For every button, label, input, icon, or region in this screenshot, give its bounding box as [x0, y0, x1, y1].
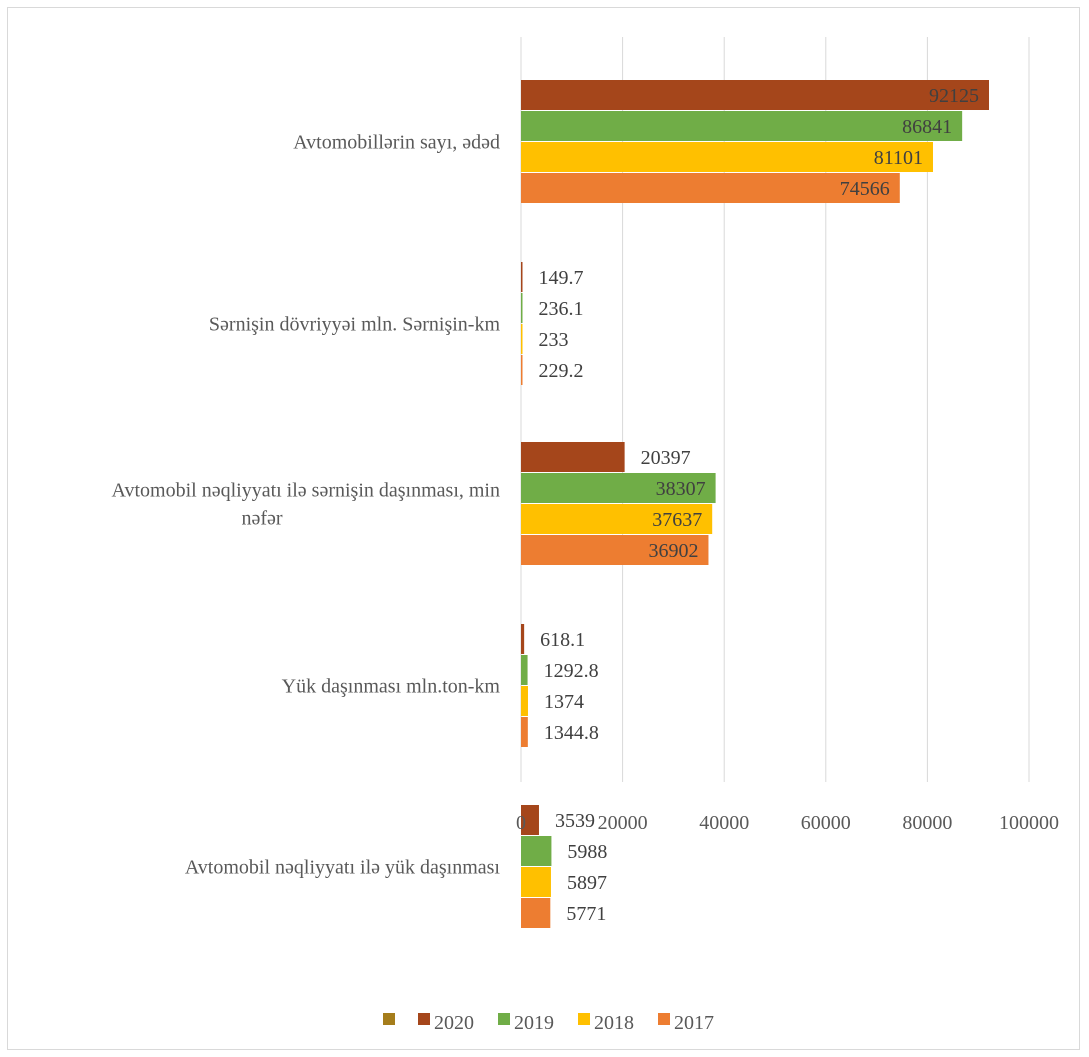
data-label: 233 — [539, 329, 569, 351]
category-label: Avtomobil nəqliyyatı ilə yük daşınması — [185, 857, 501, 879]
data-label: 86841 — [902, 116, 952, 138]
bar-2019 — [521, 473, 716, 503]
legend-swatch-2018 — [578, 1013, 590, 1025]
data-label: 149.7 — [539, 267, 584, 289]
category-label: Sərnişin dövriyyəi mln. Sərnişin-km — [209, 314, 501, 336]
legend-swatch-2017 — [658, 1013, 670, 1025]
x-tick-label: 100000 — [999, 812, 1059, 834]
legend-label-2017: 2017 — [674, 1012, 714, 1034]
bar-2017 — [521, 173, 900, 203]
bar-2018 — [521, 504, 713, 534]
x-tick-label: 40000 — [699, 812, 749, 834]
data-label: 36902 — [648, 540, 698, 562]
data-label: 37637 — [652, 509, 702, 531]
bar-2018 — [521, 142, 933, 172]
legend-swatch-2019 — [498, 1013, 510, 1025]
legend: 2020 2019 2018 2017 — [383, 1012, 714, 1034]
legend-marker — [383, 1013, 395, 1025]
category-label: nəfər — [241, 508, 282, 530]
legend-label-2020: 2020 — [434, 1012, 474, 1034]
category-labels: Avtomobillərin sayı, ədəd Sərnişin dövriy… — [112, 132, 501, 879]
data-label: 1344.8 — [544, 722, 599, 744]
data-label: 1374 — [544, 691, 584, 713]
data-label: 5988 — [567, 841, 607, 863]
x-axis-tick-labels: 0 20000 40000 60000 80000 100000 — [516, 812, 1059, 834]
bar-2017 — [521, 898, 551, 928]
data-label: 618.1 — [540, 629, 585, 651]
x-tick-label: 80000 — [902, 812, 952, 834]
bar-2017 — [521, 535, 709, 565]
x-tick-label: 20000 — [598, 812, 648, 834]
bar-2018 — [521, 867, 551, 897]
bar-2018 — [521, 686, 528, 716]
data-label: 3539 — [555, 810, 595, 832]
bar-2017 — [521, 355, 523, 385]
category-label: Yük daşınması mln.ton-km — [282, 676, 501, 698]
bar-2018 — [521, 324, 523, 354]
bar-2019 — [521, 655, 528, 685]
data-label: 74566 — [840, 178, 890, 200]
bar-2020 — [521, 80, 989, 110]
data-label: 20397 — [641, 447, 691, 469]
data-label: 5771 — [566, 903, 606, 925]
bar-2019 — [521, 293, 523, 323]
data-label: 1292.8 — [544, 660, 599, 682]
legend-swatch-2020 — [418, 1013, 430, 1025]
data-label: 92125 — [929, 85, 979, 107]
bar-2020 — [521, 624, 525, 654]
data-label: 38307 — [656, 478, 706, 500]
bar-2017 — [521, 717, 528, 747]
bar-2020 — [521, 262, 523, 292]
category-label: Avtomobil nəqliyyatı ilə sərnişin daşınm… — [112, 480, 500, 502]
data-labels: 92125 86841 81101 74566 149.7 236.1 233 229.2 20… — [539, 85, 979, 925]
bar-2019 — [521, 111, 963, 141]
legend-label-2019: 2019 — [514, 1012, 554, 1034]
data-label: 81101 — [874, 147, 923, 169]
category-label: Avtomobillərin sayı, ədəd — [293, 132, 500, 154]
x-tick-label: 0 — [516, 812, 526, 834]
legend-label-2018: 2018 — [594, 1012, 634, 1034]
data-label: 236.1 — [539, 298, 584, 320]
data-label: 5897 — [567, 872, 607, 894]
data-label: 229.2 — [539, 360, 584, 382]
bars — [521, 80, 989, 928]
bar-2019 — [521, 836, 552, 866]
x-tick-label: 60000 — [801, 812, 851, 834]
bar-2020 — [521, 442, 625, 472]
bar-2020 — [521, 805, 539, 835]
